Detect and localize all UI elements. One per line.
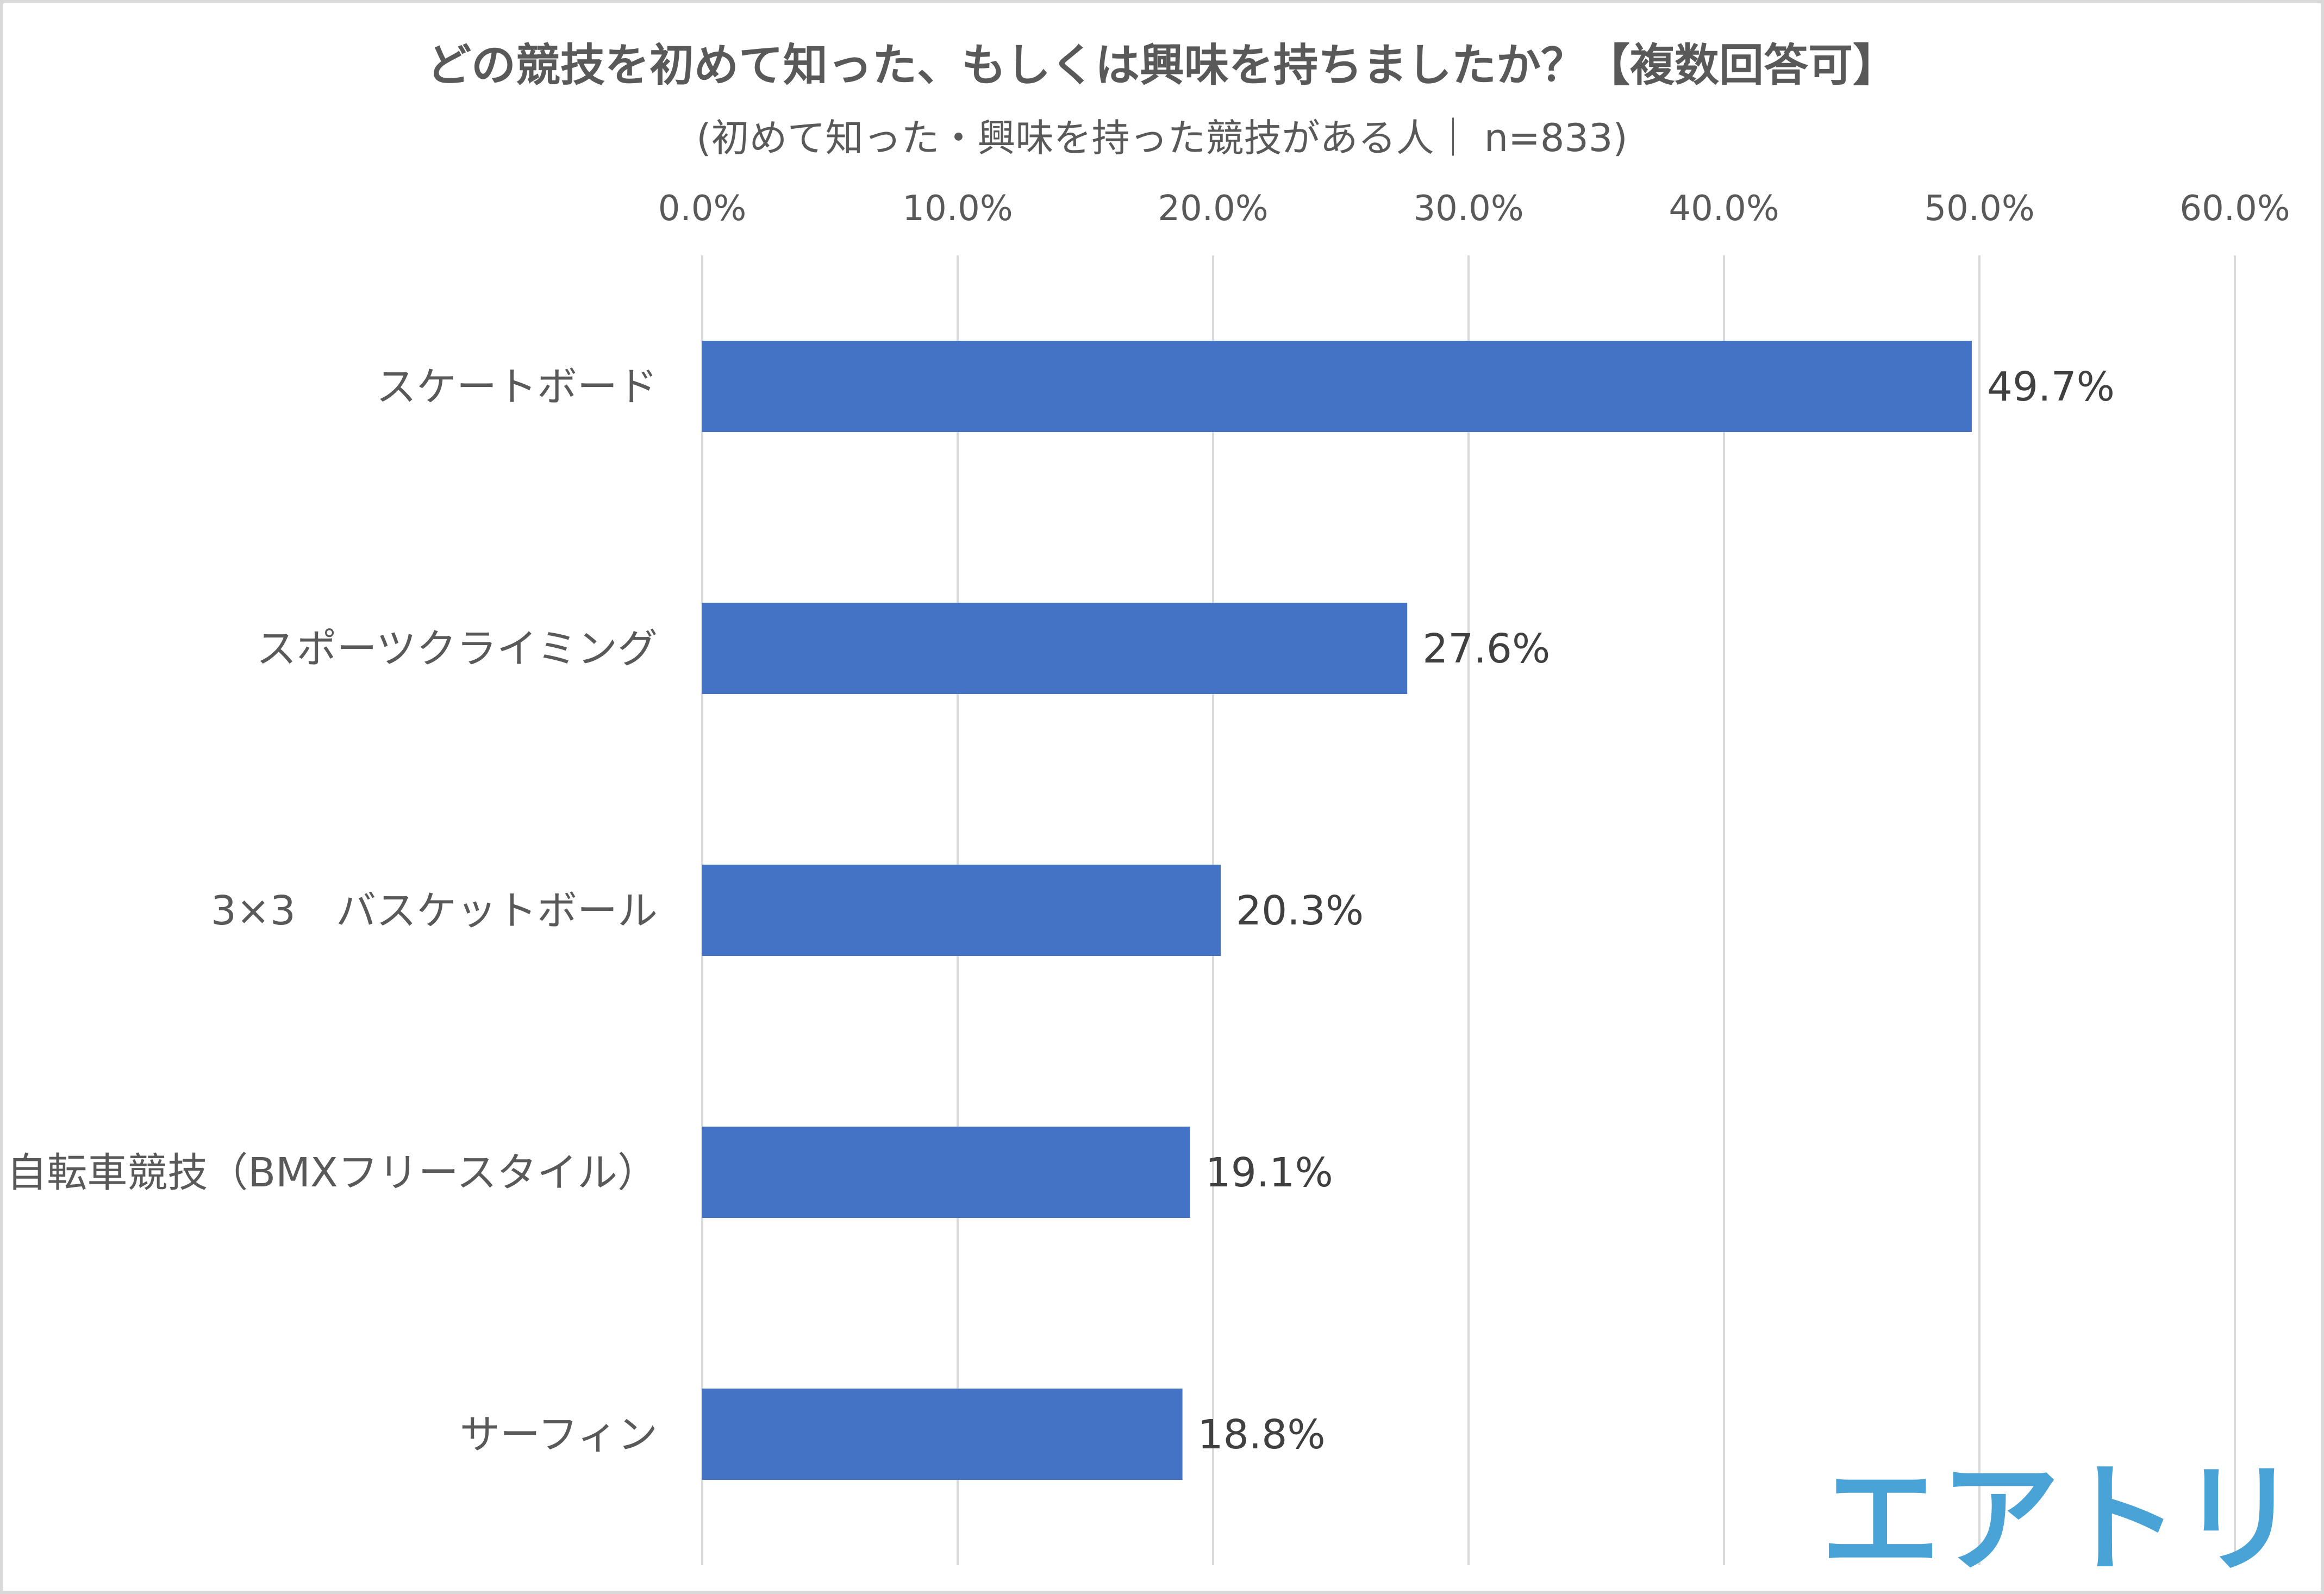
data-label: 49.7% [1987,364,2115,410]
data-label: 18.8% [1198,1411,1326,1458]
x-tick-label: 0.0% [658,189,747,229]
category-label: スケートボード [376,364,658,410]
x-tick-label: 40.0% [1669,189,1779,229]
category-label: 3×3 バスケットボール [211,887,658,934]
bar-4 [702,1389,1183,1480]
category-label: スポーツクライミング [256,626,658,672]
bar-0 [702,341,1972,432]
x-tick-label: 10.0% [902,189,1013,229]
category-label: 自転車競技（BMXフリースタイル） [7,1149,658,1196]
value-labels: 49.7% 27.6% 20.3% 19.1% 18.8% [1198,364,2115,1458]
bar-2 [702,865,1221,956]
x-axis-ticks: 0.0% 10.0% 20.0% 30.0% 40.0% 50.0% 60.0% [658,189,2290,229]
data-label: 19.1% [1205,1149,1333,1196]
chart-title: どの競技を初めて知った、もしくは興味を持ちましたか？【複数回答可】 [427,40,1897,91]
category-label: サーフィン [460,1411,658,1458]
x-tick-label: 30.0% [1413,189,1523,229]
chart-subtitle: (初めて知った・興味を持った競技がある人｜ n=833) [696,116,1628,160]
bar-3 [702,1127,1190,1218]
x-tick-label: 50.0% [1924,189,2034,229]
bars [702,341,1972,1480]
gridlines [701,255,2236,1565]
x-tick-label: 20.0% [1158,189,1268,229]
data-label: 20.3% [1236,887,1364,934]
x-tick-label: 60.0% [2179,189,2290,229]
airtrip-logo: エアトリ [1821,1450,2299,1589]
bar-1 [702,603,1408,694]
data-label: 27.6% [1422,626,1550,672]
